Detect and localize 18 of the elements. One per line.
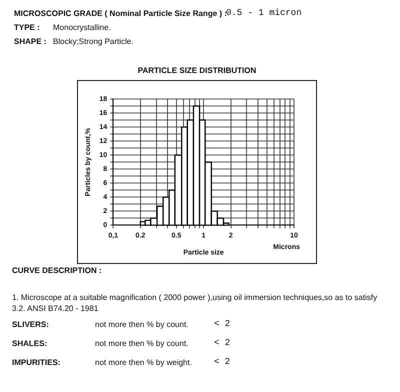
text: not more then % by weight. [95, 358, 192, 367]
text: not more then % by count. [95, 320, 188, 329]
text: TYPE : [14, 23, 40, 32]
text: < 2 [214, 357, 230, 367]
text: 1. Microscope at a suitable magnification ( 2000 power ),using oil immersion techniques,so as to satisfy 3.2. ANSI B74.20 - 1981 [12, 292, 378, 314]
text: IMPURITIES: [12, 358, 60, 367]
text: SLIVERS: [12, 320, 49, 329]
text: Monocrystalline. [53, 23, 111, 32]
text: < 2 [214, 338, 230, 348]
text: Blocky;Strong Particle. [53, 37, 134, 46]
text: not more then % by count. [95, 339, 188, 348]
text: CURVE DESCRIPTION : [12, 266, 102, 275]
text: SHAPE : [14, 37, 46, 46]
text: 0.5 - 1 micron [226, 8, 302, 18]
text: < 2 [214, 319, 230, 329]
text: SHALES: [12, 339, 48, 348]
text: MICROSCOPIC GRADE ( Nominal Particle Size Range ) : [14, 9, 227, 18]
chart-title: PARTICLE SIZE DISTRIBUTION [136, 66, 258, 75]
